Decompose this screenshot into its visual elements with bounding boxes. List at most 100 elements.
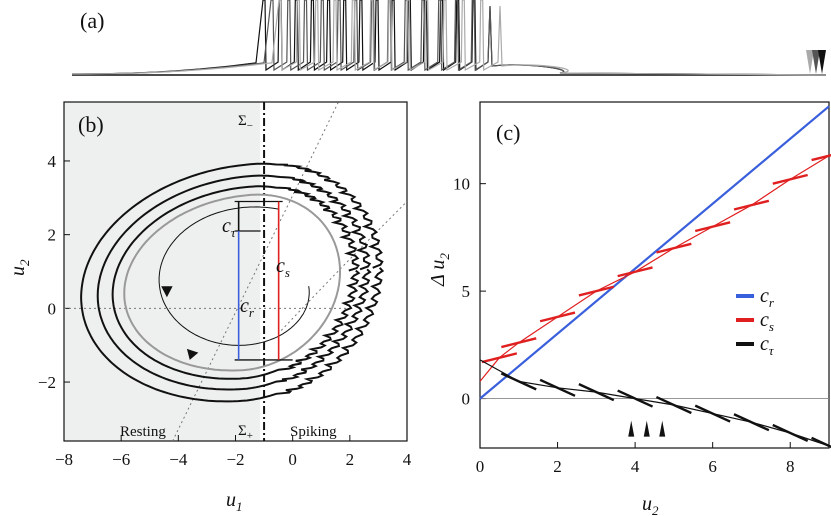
series-segment-cτ (655, 395, 692, 415)
panel-b-ylabel-sub: 2 (17, 259, 32, 266)
panel-b-ytick-label: 2 (48, 226, 57, 245)
series-segment-cs (501, 337, 537, 349)
series-segment-cτ (694, 404, 731, 423)
c-s-label: cs (276, 255, 290, 280)
series-segment-cs (694, 221, 731, 233)
marker-arrow-black (818, 50, 826, 74)
legend-label-cs: cs (760, 309, 774, 334)
series-segment-cs (733, 199, 770, 211)
panel-b-xtick-label: 2 (346, 450, 355, 469)
series-segment-cs (772, 173, 808, 185)
resting-region (64, 102, 260, 441)
inner-trajectory (158, 206, 310, 346)
series-line-cr (479, 105, 830, 400)
panel-a: (a) (72, 0, 827, 76)
spike-trace-0 (72, 0, 827, 76)
panel-c-xlabel: u2 (642, 493, 659, 516)
panel-b-ytick-label: 0 (48, 299, 57, 318)
series-segment-cs (656, 242, 692, 254)
panel-a-label: (a) (80, 8, 104, 33)
c-s-main: c (276, 255, 285, 277)
trajectory-arrow-1 (161, 286, 173, 298)
series-segment-cτ (539, 378, 576, 397)
panel-c-plot: 0 2 4 6 8 0 5 10 (453, 105, 831, 476)
sigma-minus-label: Σ− (238, 113, 253, 132)
panel-c-xlabel-sub: 2 (652, 503, 659, 516)
spike-trace-2 (72, 0, 827, 76)
limit-cycle-outer (80, 162, 385, 403)
legend-label-cr: cr (760, 285, 775, 310)
legend-cr-main: c (760, 285, 769, 307)
panel-b-xtick-label: −4 (169, 450, 188, 469)
marker-triangle-2 (659, 420, 666, 437)
marker-triangle-1 (643, 420, 650, 437)
series-segment-cτ (617, 389, 654, 408)
series-segment-cs (617, 266, 653, 278)
panel-b-xlabel: u1 (226, 489, 243, 514)
c-tau-label: cτ (222, 215, 237, 240)
legend: cr cs cτ (736, 285, 775, 358)
panel-b-label: (b) (78, 112, 104, 137)
sigma-plus-sub: + (247, 430, 253, 442)
panel-c-xtick-label: 4 (631, 457, 640, 476)
limit-cycle-inner (111, 185, 361, 380)
panel-c-ytick-label: 5 (462, 282, 471, 301)
panel-b-xlabel-sub: 1 (236, 499, 243, 514)
panel-b-ytick-label: 4 (48, 152, 57, 171)
panel-b-xtick-label: −2 (226, 450, 244, 469)
marker-triangle-0 (628, 420, 635, 437)
legend-label-ctau: cτ (760, 333, 775, 358)
sigma-minus-main: Σ (238, 113, 247, 129)
series-segment-cτ (578, 383, 615, 402)
panel-b-ytick-label: −2 (38, 373, 56, 392)
legend-cs-sub: s (769, 319, 774, 334)
panel-b-xtick-label: 4 (403, 450, 412, 469)
spiking-label: Spiking (290, 424, 337, 440)
panel-b-xtick-label: −8 (55, 450, 73, 469)
series-segment-cs (578, 285, 615, 297)
series-segment-cs (539, 311, 576, 323)
panel-b-xlabel-main: u (226, 489, 236, 511)
panel-c-xtick-label: 2 (553, 457, 562, 476)
nullcline-curved (280, 201, 408, 331)
limit-cycle-middle (96, 174, 372, 391)
limit-cycle-gray (123, 193, 341, 372)
panel-b-ylabel: u2 (7, 259, 32, 276)
panel-c-ytick-label: 0 (462, 390, 471, 409)
series-segment-cτ (733, 413, 770, 432)
panel-c-frame (479, 101, 830, 449)
panel-c-xtick-label: 0 (476, 457, 485, 476)
c-tau-main: c (222, 215, 231, 237)
panel-c-ytick-label: 10 (453, 175, 470, 194)
c-r-main: c (240, 295, 249, 317)
panel-b-plot: −8 −6 −4 −2 0 2 4 −2 0 2 4 (38, 101, 412, 469)
sigma-minus-sub: − (247, 120, 253, 132)
panel-c-ylabel: Δ u2 (427, 253, 452, 287)
panel-a-traces (72, 0, 827, 76)
panel-c-xtick-label: 6 (708, 457, 717, 476)
series-line-cs (479, 155, 830, 382)
spike-trace-1 (72, 0, 827, 76)
legend-ctau-sub: τ (769, 343, 775, 358)
panel-b-xtick-label: 0 (288, 450, 297, 469)
series-segment-cτ (772, 423, 809, 443)
marker-arrow-dark (812, 50, 820, 74)
panel-c-xlabel-main: u (642, 493, 652, 515)
c-r-label: cr (240, 295, 255, 320)
trajectory-arrow-2 (186, 348, 199, 360)
panel-c-ylabel-sub: 2 (437, 253, 452, 260)
series-segment-cs (481, 352, 518, 364)
panel-c-xtick-label: 8 (786, 457, 795, 476)
series-segment-cs (811, 153, 831, 162)
panel-b-ylabel-main: u (7, 266, 29, 276)
series-segment-cτ (811, 436, 831, 449)
series-segment-cτ (500, 372, 537, 391)
panel-b-xtick-label: −6 (112, 450, 130, 469)
marker-arrow-gray (806, 50, 814, 74)
sigma-plus-label: Σ+ (238, 423, 253, 442)
legend-ctau-main: c (760, 333, 769, 355)
c-tau-sub: τ (231, 225, 237, 240)
